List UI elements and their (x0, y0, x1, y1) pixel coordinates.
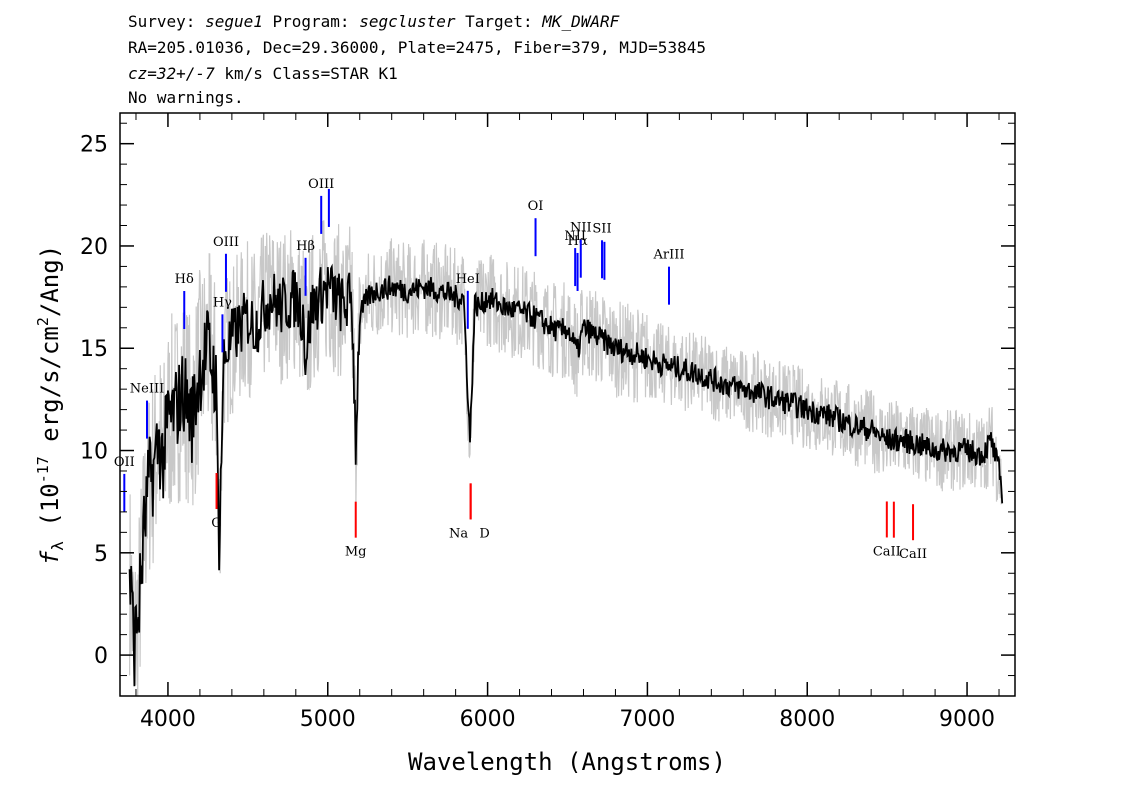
class-value: km/s Class=STAR K1 (214, 64, 398, 83)
y-tick-label-0: 0 (94, 644, 108, 669)
x-axis-title: Wavelength (Angstroms) (408, 748, 726, 776)
x-tick-label-3: 7000 (619, 707, 675, 732)
x-tick-label-0: 4000 (140, 707, 196, 732)
line-label-19: D (479, 526, 489, 541)
line-label-13: SII (592, 221, 611, 236)
y-tick-label-3: 15 (80, 337, 108, 362)
line-label-2: Hδ (175, 272, 194, 287)
line-label-20: CaII (873, 545, 901, 560)
line-label-18: Na (449, 526, 468, 541)
line-label-8: HeI (456, 272, 480, 287)
header-line-4: No warnings. (128, 88, 244, 107)
spectrum-line (128, 263, 1004, 687)
program-label: Program: (262, 12, 360, 31)
line-label-15: ArIII (652, 248, 684, 263)
line-label-12: NII (570, 221, 592, 236)
y-tick-label-4: 20 (80, 235, 108, 260)
survey-label: Survey: (128, 12, 206, 31)
line-label-16: G (211, 516, 221, 531)
x-tick-label-1: 5000 (300, 707, 356, 732)
line-label-17: Mg (345, 545, 367, 560)
y-tick-label-5: 25 (80, 133, 108, 158)
y-axis-title: fλ (10-17 erg/s/cm2/Ang) (34, 245, 67, 565)
header-line-3: cz=32+/-7 km/s Class=STAR K1 (128, 64, 398, 83)
line-label-22: CaII (899, 547, 927, 562)
line-label-5: Hβ (296, 239, 315, 254)
y-tick-label-2: 10 (80, 440, 108, 465)
header-line-1: Survey: segue1 Program: segcluster Targe… (128, 12, 619, 31)
target-label: Target: (455, 12, 543, 31)
line-label-11: Hα (568, 234, 588, 249)
y-tick-label-1: 5 (94, 542, 108, 567)
noise-band (129, 220, 1003, 696)
line-label-6: OIII (308, 177, 334, 192)
noise-trace (129, 220, 1003, 696)
line-label-3: Hγ (213, 295, 232, 310)
line-label-1: NeIII (130, 382, 164, 397)
survey-value: segue1 (205, 12, 263, 31)
axis-ticks: 4000 5000 6000 7000 8000 9000 0 5 10 15 20 25 (80, 113, 1015, 732)
plot-frame (119, 112, 1016, 697)
spectrum-series (128, 263, 1004, 687)
x-tick-label-4: 8000 (779, 707, 835, 732)
x-tick-label-2: 6000 (460, 707, 516, 732)
x-tick-label-5: 9000 (939, 707, 995, 732)
line-label-9: OI (528, 199, 544, 214)
line-label-0: OII (114, 455, 135, 470)
program-value: segcluster (359, 12, 456, 31)
target-value: MK_DWARF (542, 12, 620, 31)
line-label-4: OIII (213, 235, 239, 250)
redshift-value: cz=32+/-7 (128, 64, 215, 83)
header-line-2: RA=205.01036, Dec=29.36000, Plate=2475, … (128, 38, 706, 57)
